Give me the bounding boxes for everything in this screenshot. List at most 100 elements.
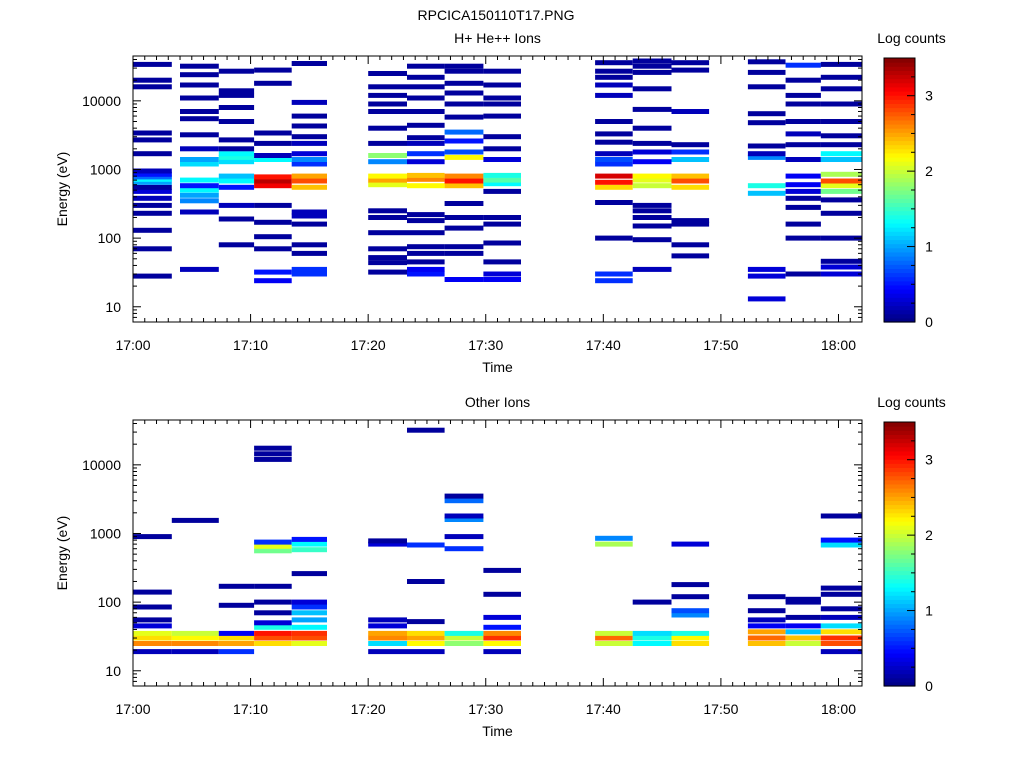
energy-bin — [671, 218, 710, 224]
colorbar-segment — [884, 504, 915, 510]
colorbar-segment — [884, 214, 915, 220]
x-tick-label: 17:50 — [703, 337, 738, 353]
energy-bin — [444, 178, 484, 184]
energy-bin — [254, 157, 292, 162]
energy-bin — [595, 131, 633, 137]
energy-bin — [595, 82, 633, 88]
energy-bin — [133, 604, 172, 610]
energy-bin — [747, 594, 786, 600]
x-tick-label: 17:10 — [233, 337, 268, 353]
energy-bin — [133, 630, 172, 636]
energy-bin — [254, 278, 292, 284]
colorbar-segment — [884, 582, 915, 588]
colorbar-segment — [884, 549, 915, 555]
energy-bin — [180, 63, 219, 69]
energy-bin — [747, 608, 786, 614]
colorbar-segment — [884, 529, 915, 534]
energy-bin — [180, 187, 219, 193]
energy-bin — [133, 184, 172, 190]
spectrum-column — [133, 61, 172, 279]
energy-bin — [133, 171, 172, 177]
energy-bin — [785, 221, 821, 227]
energy-bin — [218, 92, 255, 98]
energy-bin — [820, 142, 862, 148]
x-tick-label: 17:30 — [468, 337, 503, 353]
energy-bin — [483, 635, 521, 641]
energy-bin — [407, 176, 445, 182]
spectrum-column — [747, 59, 786, 302]
energy-bin — [133, 168, 172, 174]
energy-bin — [291, 61, 327, 66]
y-tick-label: 10 — [105, 663, 121, 679]
energy-bin — [483, 181, 521, 187]
energy-bin — [671, 242, 710, 248]
energy-bin — [291, 178, 327, 184]
spectrum-column — [595, 535, 633, 646]
colorbar-segment — [884, 66, 915, 71]
energy-bin — [444, 250, 484, 256]
energy-bin — [483, 146, 521, 152]
colorbar-segment — [884, 95, 915, 100]
energy-bin — [407, 183, 445, 189]
colorbar-segment — [884, 128, 915, 133]
energy-bin — [671, 60, 710, 66]
energy-bin — [632, 237, 672, 243]
energy-bin — [368, 635, 407, 641]
energy-bin — [671, 582, 710, 588]
energy-bin — [785, 142, 821, 148]
energy-bin — [444, 183, 484, 189]
colorbar-segment — [884, 115, 915, 121]
energy-bin — [483, 113, 521, 119]
energy-bin — [785, 204, 821, 210]
colorbar-segment — [884, 479, 915, 485]
energy-bin — [785, 635, 821, 641]
energy-bin — [368, 173, 407, 179]
energy-bin — [483, 134, 521, 140]
energy-bin — [595, 630, 633, 636]
x-tick-label: 17:20 — [351, 701, 386, 717]
energy-bin — [595, 278, 633, 284]
energy-bin — [254, 539, 292, 545]
energy-bin — [444, 114, 484, 120]
energy-bin — [595, 535, 633, 541]
energy-bin — [632, 106, 672, 112]
energy-bin — [671, 157, 710, 162]
spectrum-column — [254, 67, 292, 284]
energy-bin — [133, 273, 172, 279]
energy-bin — [407, 244, 445, 250]
energy-bin — [747, 143, 786, 149]
energy-bin — [483, 188, 521, 194]
energy-bin — [254, 635, 292, 641]
energy-bin — [180, 266, 219, 272]
energy-bin — [133, 130, 172, 136]
energy-bin — [254, 583, 292, 589]
energy-bin — [180, 146, 219, 152]
energy-bin — [747, 623, 786, 629]
colorbar-segment — [884, 70, 915, 76]
energy-bin — [632, 599, 672, 605]
energy-bin — [291, 630, 327, 636]
energy-bin — [133, 534, 172, 540]
energy-bin — [444, 493, 484, 499]
energy-bin — [785, 629, 821, 635]
energy-bin — [444, 225, 484, 231]
energy-bin — [407, 649, 445, 655]
energy-bin — [632, 149, 672, 155]
colorbar-segment — [884, 111, 915, 117]
energy-bin — [368, 641, 407, 646]
energy-bin — [632, 159, 672, 165]
colorbar-segment — [884, 305, 915, 311]
energy-bin — [133, 179, 172, 185]
colorbar-segment — [884, 537, 915, 543]
energy-bin — [368, 246, 407, 252]
colorbar-segment — [884, 570, 915, 576]
colorbar-segment — [884, 516, 915, 522]
energy-bin — [632, 58, 672, 64]
energy-bin — [368, 92, 407, 98]
colorbar-segment — [884, 475, 915, 481]
energy-bin — [368, 255, 407, 261]
energy-bin — [218, 184, 255, 190]
colorbar-segment — [884, 91, 915, 96]
energy-bin — [747, 617, 786, 623]
